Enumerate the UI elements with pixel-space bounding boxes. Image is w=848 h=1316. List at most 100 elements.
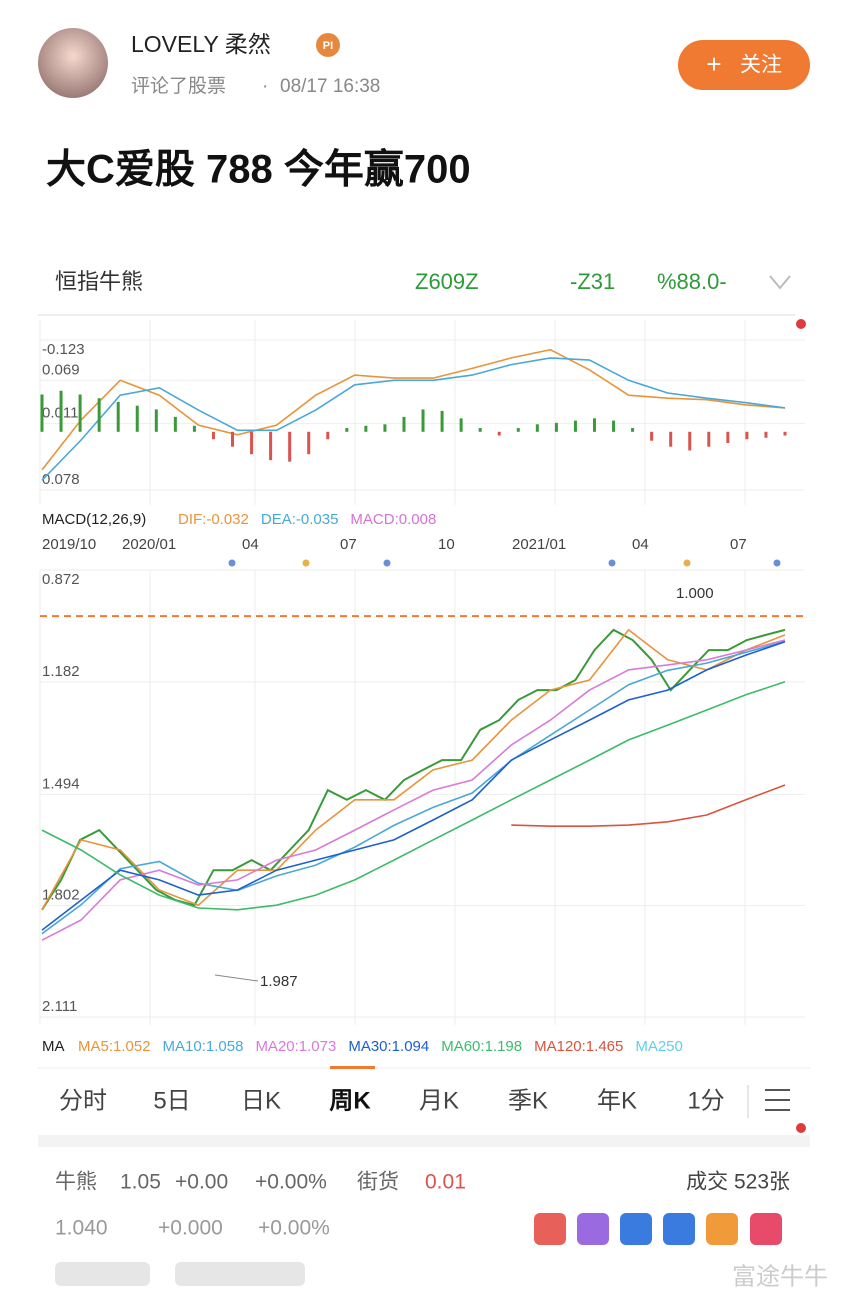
share-icon[interactable] <box>577 1213 609 1245</box>
macd-bar <box>269 431 273 461</box>
chevron[interactable] <box>769 275 791 290</box>
tab[interactable]: 季K <box>508 1087 548 1114</box>
user-name[interactable]: LOVELY 柔然 <box>131 31 271 57</box>
quote-field: 1.05 <box>120 1171 161 1194</box>
macd-bar <box>59 390 63 432</box>
tab[interactable]: 日K <box>241 1087 281 1114</box>
date-label: 04 <box>632 536 649 553</box>
share-icon[interactable] <box>706 1213 738 1245</box>
y-tick-label: -0.123 <box>42 341 85 358</box>
macd-bar <box>383 424 387 432</box>
legend-entry[interactable]: MA20:1.073 <box>255 1038 336 1055</box>
event-dot <box>773 559 781 567</box>
quote-field: +0.00 <box>175 1171 228 1194</box>
macd-bar <box>631 428 635 432</box>
tab[interactable]: 月K <box>419 1087 459 1114</box>
post-title: 大C爱股 788 今年赢700 <box>46 148 471 192</box>
legend-entry[interactable]: MA5:1.052 <box>78 1038 151 1055</box>
date-label: 2021/01 <box>512 536 566 553</box>
tab[interactable]: 分时 <box>59 1087 107 1114</box>
line <box>41 681 786 911</box>
macd-bar <box>116 401 120 432</box>
follow-icon: + <box>706 49 721 79</box>
tab[interactable]: 年K <box>597 1087 637 1114</box>
macd-bar <box>402 416 406 432</box>
date-label: 07 <box>730 536 747 553</box>
macd-bar <box>459 418 463 432</box>
follow-label: 关注 <box>740 54 782 77</box>
line <box>511 784 786 827</box>
line <box>41 639 786 941</box>
macd-bar <box>288 431 292 462</box>
legend-entry[interactable]: DEA:-0.035 <box>261 511 339 528</box>
quote-field: 牛熊 <box>55 1171 97 1194</box>
quote-field: +0.00% <box>255 1171 327 1194</box>
legend-entry[interactable]: MA60:1.198 <box>441 1038 522 1055</box>
line <box>41 357 786 481</box>
macd-bar <box>535 424 539 432</box>
legend-entry[interactable]: DIF:-0.032 <box>178 511 249 528</box>
tab[interactable]: 1分 <box>687 1087 724 1114</box>
leader <box>214 974 259 982</box>
macd-bar <box>707 431 711 447</box>
time: 08/17 16:38 <box>280 76 380 97</box>
y-tick-label: 0.069 <box>42 361 80 378</box>
macd-bar <box>421 409 425 432</box>
legend-entry[interactable]: MA120:1.465 <box>534 1038 623 1055</box>
macd-bar <box>97 398 101 432</box>
share-icon[interactable] <box>620 1213 652 1245</box>
annotation: 1.000 <box>676 585 714 602</box>
macd-bar <box>650 431 654 441</box>
event-dot <box>228 559 236 567</box>
date-label: 07 <box>340 536 357 553</box>
follow-button[interactable] <box>678 40 810 90</box>
macd-bar <box>231 431 235 447</box>
separator-band <box>38 1135 810 1147</box>
annotation: 1.987 <box>260 973 298 990</box>
legend-entry[interactable]: MA10:1.058 <box>163 1038 244 1055</box>
macd-bar <box>192 425 196 432</box>
y-tick-label: 1.494 <box>42 775 80 792</box>
macd-bar <box>783 431 787 436</box>
legend-entry[interactable]: MA30:1.094 <box>348 1038 429 1055</box>
quote-field: 0.01 <box>425 1171 466 1194</box>
macd-bar <box>364 425 368 432</box>
badge-bg <box>316 33 340 57</box>
blurred-text <box>55 1262 150 1286</box>
tab-indicator <box>330 1066 375 1069</box>
macd-bar <box>211 431 215 440</box>
line <box>41 628 786 911</box>
watermark: 富途牛牛 <box>732 1263 828 1290</box>
date-label: 2019/10 <box>42 536 96 553</box>
macd-bar <box>307 431 311 455</box>
event-dot <box>683 559 691 567</box>
tab[interactable]: 5日 <box>153 1087 190 1114</box>
action: 评论了股票 <box>131 75 226 97</box>
y-tick-label: 1.182 <box>42 663 80 680</box>
legend-entry[interactable]: MACD:0.008 <box>350 511 436 528</box>
card-change-pct: %88.0- <box>657 269 727 294</box>
event-dot <box>383 559 391 567</box>
volume: 成交 523张 <box>686 1171 790 1194</box>
date-label: 04 <box>242 536 259 553</box>
legend-entry[interactable]: MA250 <box>635 1038 683 1055</box>
separator: · <box>262 76 268 97</box>
quote-field: +0.000 <box>158 1217 223 1240</box>
line <box>41 640 786 935</box>
share-icon[interactable] <box>750 1213 782 1245</box>
macd-bar <box>745 431 749 440</box>
macd-bar <box>592 418 596 432</box>
tab[interactable]: 周K <box>329 1087 371 1114</box>
card-code: Z609Z <box>415 269 479 294</box>
macd-bar <box>669 431 673 447</box>
avatar[interactable] <box>38 28 108 98</box>
macd-bar <box>135 405 139 432</box>
macd-bar <box>612 420 616 432</box>
blurred-text <box>175 1262 305 1286</box>
share-icon[interactable] <box>534 1213 566 1245</box>
date-label: 2020/01 <box>122 536 176 553</box>
share-icon[interactable] <box>663 1213 695 1245</box>
macd-bar <box>326 431 330 440</box>
